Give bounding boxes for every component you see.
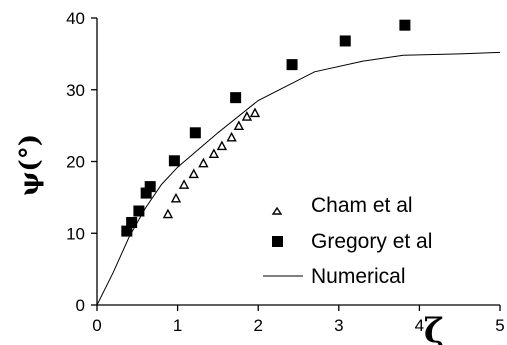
axes [96, 18, 500, 306]
y-tick-label: 0 [76, 296, 85, 315]
cham-data-point [162, 208, 174, 219]
legend-triangle-icon [271, 206, 283, 215]
gregory-data-point [339, 35, 351, 47]
legend-square-icon [272, 236, 283, 247]
cham-data-point [226, 131, 237, 142]
cham-data-point [241, 111, 253, 121]
y-tick-label: 40 [66, 9, 85, 28]
legend-item-cham: Cham et al [271, 194, 413, 217]
gregory-data-point [121, 225, 133, 237]
cham-data-point [170, 192, 182, 203]
legend: Cham et al Gregory et al Numerical [263, 194, 432, 288]
y-tick-label: 20 [66, 153, 85, 172]
cham-data-point [216, 140, 228, 151]
gregory-data-point [189, 127, 201, 139]
ticks: 0 1 2 3 4 5 0 10 20 30 40 [66, 9, 505, 335]
cham-data-point [188, 168, 199, 179]
gregory-data-point [140, 187, 152, 199]
numerical-series-line [96, 51, 501, 306]
legend-label-numerical: Numerical [311, 265, 406, 288]
x-axis-label-text: ζ [424, 311, 444, 345]
data-marks [96, 19, 501, 306]
y-tick-label: 10 [66, 224, 85, 243]
x-tick-label: 3 [334, 316, 343, 335]
gregory-data-point [168, 155, 180, 167]
cham-data-point [233, 120, 245, 131]
gregory-data-point [286, 59, 298, 71]
legend-label-gregory: Gregory et al [311, 230, 432, 253]
x-tick-label: 1 [173, 316, 182, 335]
gregory-data-point [399, 19, 411, 31]
cham-data-point [249, 107, 261, 118]
legend-label-cham: Cham et al [311, 194, 413, 217]
gregory-data-point [230, 92, 242, 104]
x-tick-label: 4 [415, 316, 424, 335]
y-axis-label: ψ(°) [15, 134, 45, 196]
x-tick-label: 0 [92, 316, 101, 335]
x-tick-label: 5 [495, 316, 504, 335]
y-axis-label-text: ψ(°) [15, 134, 45, 196]
y-tick-label: 30 [66, 81, 85, 100]
x-tick-label: 2 [253, 316, 262, 335]
gregory-data-point [133, 205, 145, 217]
gregory-data-point [144, 181, 156, 193]
cham-data-point [178, 179, 190, 189]
legend-item-numerical: Numerical [263, 265, 406, 288]
cham-data-point [208, 148, 220, 159]
legend-item-gregory: Gregory et al [272, 230, 432, 253]
x-axis-label: ζ [424, 311, 444, 345]
gregory-data-point [126, 216, 138, 228]
cham-data-point [198, 157, 209, 168]
